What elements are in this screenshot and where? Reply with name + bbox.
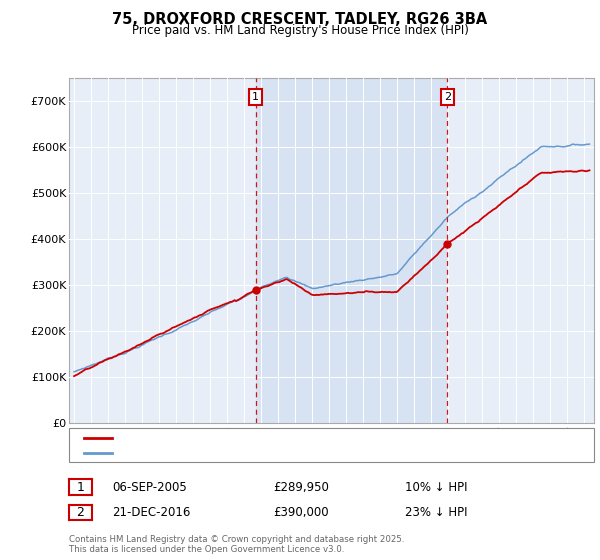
Text: £289,950: £289,950: [273, 480, 329, 494]
Text: 2: 2: [76, 506, 85, 519]
Text: 21-DEC-2016: 21-DEC-2016: [112, 506, 191, 519]
Bar: [256, 78, 448, 423]
Text: 06-SEP-2005: 06-SEP-2005: [112, 480, 187, 494]
Text: 75, DROXFORD CRESCENT, TADLEY, RG26 3BA: 75, DROXFORD CRESCENT, TADLEY, RG26 3BA: [112, 12, 488, 27]
Text: 10% ↓ HPI: 10% ↓ HPI: [405, 480, 467, 494]
Text: £390,000: £390,000: [273, 506, 329, 519]
Text: 1: 1: [76, 480, 85, 494]
Text: 1: 1: [252, 92, 259, 102]
Text: Price paid vs. HM Land Registry's House Price Index (HPI): Price paid vs. HM Land Registry's House …: [131, 24, 469, 37]
Text: Contains HM Land Registry data © Crown copyright and database right 2025.
This d: Contains HM Land Registry data © Crown c…: [69, 535, 404, 554]
Text: HPI: Average price, detached house, Basingstoke and Deane: HPI: Average price, detached house, Basi…: [117, 447, 419, 458]
Text: 2: 2: [444, 92, 451, 102]
Text: 23% ↓ HPI: 23% ↓ HPI: [405, 506, 467, 519]
Text: 75, DROXFORD CRESCENT, TADLEY, RG26 3BA (detached house): 75, DROXFORD CRESCENT, TADLEY, RG26 3BA …: [117, 433, 440, 443]
